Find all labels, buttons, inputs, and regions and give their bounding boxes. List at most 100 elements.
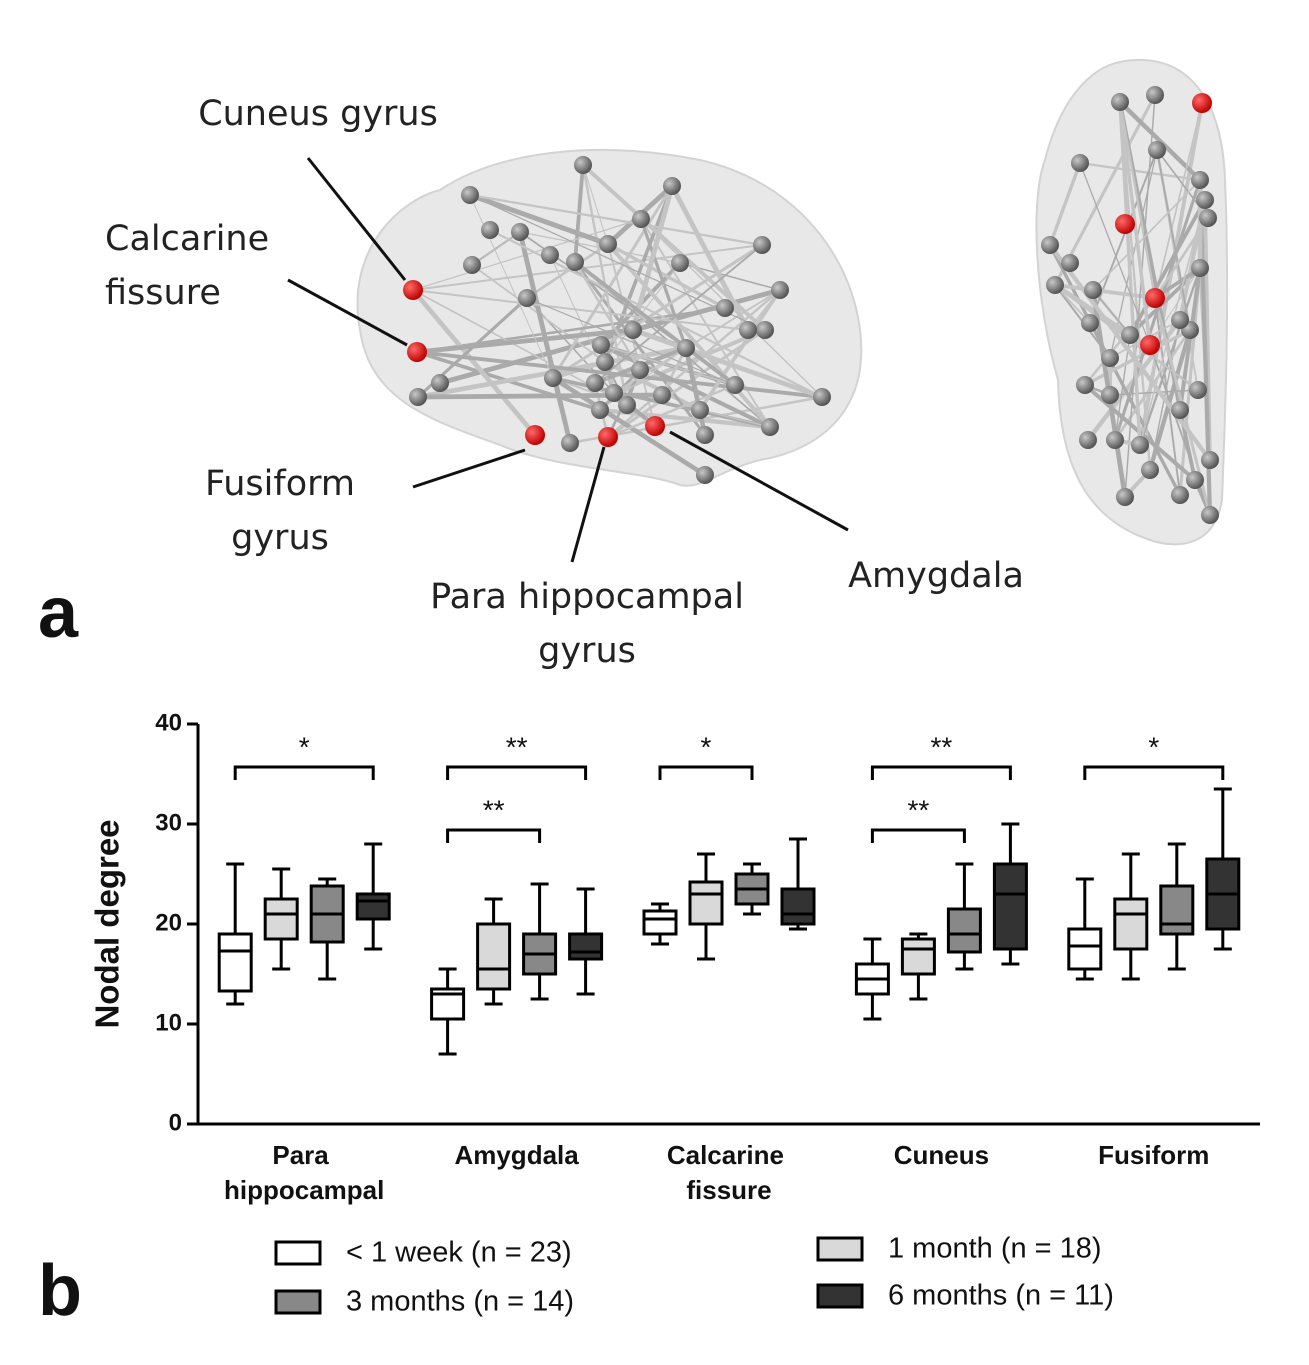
box-group: [1067, 877, 1103, 981]
whisker-high: [1121, 852, 1140, 899]
network-edge: [1147, 329, 1193, 471]
network-node: [1101, 349, 1119, 367]
network-node: [599, 235, 617, 253]
network-edge: [469, 192, 609, 247]
network-node: [739, 321, 757, 339]
network-node: [518, 289, 536, 307]
legend-label: 3 months (n = 14): [346, 1286, 574, 1318]
region-label: Calcarine: [105, 219, 269, 259]
network-edge: [632, 327, 823, 400]
highlighted-node: [407, 342, 427, 362]
network-node: [632, 210, 650, 228]
legend-swatch: [274, 1289, 322, 1315]
network-node: [677, 339, 695, 357]
whisker-low: [1121, 949, 1140, 981]
highlighted-node: [1192, 93, 1212, 113]
network-node: [1199, 209, 1217, 227]
network-node: [1084, 281, 1102, 299]
y-tick-label: 20: [155, 909, 182, 936]
highlighted-node: [598, 427, 618, 447]
network-edge: [469, 193, 763, 247]
box-group: [734, 862, 770, 916]
whisker-high: [438, 967, 457, 989]
network-edge: [471, 231, 521, 266]
whisker-low: [318, 942, 337, 981]
network-edge: [1113, 179, 1202, 441]
box-group: [263, 867, 299, 971]
network-edge: [698, 288, 782, 412]
x-tick-label: Cuneus: [894, 1140, 989, 1170]
highlighted-node: [1115, 214, 1135, 234]
whisker-high: [789, 837, 807, 889]
box: [688, 880, 724, 926]
panel-label: b: [38, 1251, 82, 1331]
network-edge: [1128, 199, 1207, 336]
network-node: [1141, 461, 1159, 479]
x-tick-label: Amygdala: [454, 1140, 579, 1170]
box: [217, 932, 253, 993]
box-group: [522, 882, 558, 1001]
whisker-low: [697, 924, 715, 961]
network-node: [1148, 141, 1166, 159]
network-edge: [1048, 162, 1082, 246]
network-node: [696, 466, 714, 484]
box: [1113, 897, 1149, 951]
region-label: fissure: [105, 273, 221, 313]
whisker-low: [1213, 929, 1232, 951]
box: [642, 909, 678, 936]
network-node: [653, 386, 671, 404]
leader-line: [570, 446, 606, 563]
network-node: [771, 281, 789, 299]
network-node: [605, 384, 623, 402]
network-node: [1076, 376, 1094, 394]
whisker-low: [226, 991, 245, 1006]
significance-label: **: [931, 731, 953, 762]
network-node: [761, 418, 779, 436]
whisker-high: [955, 862, 974, 909]
box: [355, 892, 391, 921]
network-edge: [1084, 328, 1191, 387]
network-node: [753, 236, 771, 254]
network-node: [566, 253, 584, 271]
box-group: [1159, 842, 1195, 971]
y-tick-label: 30: [155, 809, 182, 836]
significance-label: *: [1148, 731, 1159, 762]
significance-label: **: [908, 794, 930, 825]
region-label: Fusiform: [205, 464, 355, 504]
network-node: [544, 369, 562, 387]
network-edge: [416, 327, 634, 355]
network-edge: [600, 343, 771, 429]
network-edge: [1092, 179, 1201, 291]
whisker-high: [226, 862, 245, 934]
legend-swatch: [816, 1236, 864, 1262]
highlighted-node: [645, 416, 665, 436]
network-node: [1189, 381, 1207, 399]
whisker-high: [530, 882, 549, 934]
leader-line: [412, 448, 526, 489]
whisker-high: [743, 862, 761, 874]
x-tick-label: Para hippocampal: [224, 1140, 384, 1205]
network-edge: [683, 347, 708, 436]
whisker-low: [1001, 949, 1020, 966]
box-group: [900, 932, 936, 1001]
network-node: [574, 156, 592, 174]
y-tick-label: 0: [169, 1109, 182, 1136]
network-edge: [469, 194, 766, 331]
network-edge: [699, 409, 771, 428]
network-node: [1081, 314, 1099, 332]
region-label: gyrus: [538, 631, 636, 671]
network-node: [726, 376, 744, 394]
leader-line: [306, 157, 407, 281]
network-node: [591, 401, 609, 419]
network-node: [1171, 486, 1189, 504]
leader-lines: [287, 157, 849, 563]
network-edge: [1079, 162, 1151, 346]
whisker-high: [1213, 787, 1232, 859]
network-node: [1046, 276, 1064, 294]
whisker-high: [1075, 877, 1094, 929]
leader-line: [287, 278, 408, 347]
network-node: [463, 256, 481, 274]
network-edge: [1089, 149, 1158, 324]
legend-swatch: [274, 1240, 322, 1266]
box-group: [780, 837, 816, 931]
